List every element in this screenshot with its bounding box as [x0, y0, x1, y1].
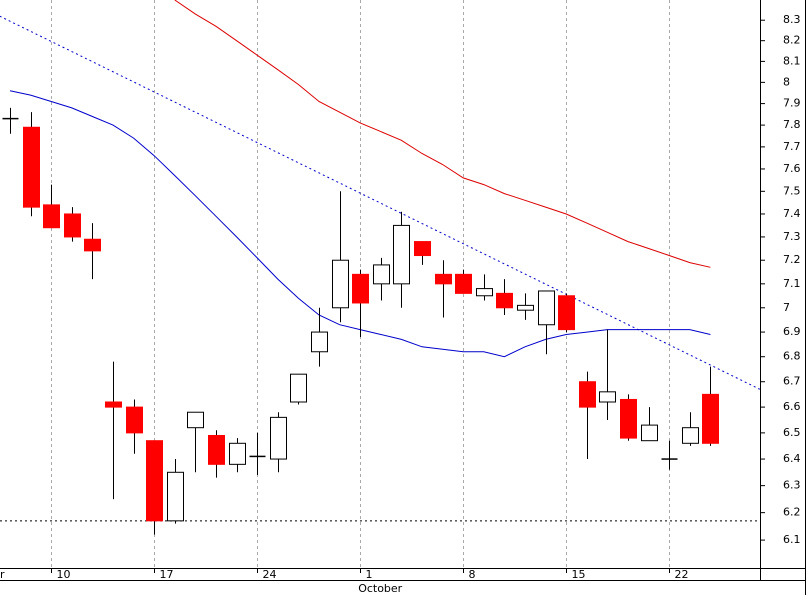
candle-body	[702, 393, 719, 444]
x-tick-label: 15	[572, 568, 586, 581]
moving-average	[174, 0, 711, 268]
candle-body	[43, 204, 60, 229]
candle-body	[64, 213, 81, 238]
candle-body	[208, 434, 225, 465]
candle-body	[496, 292, 513, 309]
candle-body	[270, 416, 287, 460]
y-tick-label: 7.7	[783, 140, 801, 153]
y-tick-label: 7.8	[783, 118, 801, 131]
candle-body	[311, 331, 328, 353]
candle-body	[476, 288, 493, 297]
y-tick-label: 7.3	[783, 230, 801, 243]
candle-body	[167, 471, 184, 522]
candle-body	[126, 406, 143, 434]
y-tick-label: 7	[783, 301, 790, 314]
y-tick-label: 8.1	[783, 54, 801, 67]
y-tick-label: 6.7	[783, 375, 801, 388]
candle-body	[682, 427, 699, 444]
candle-body	[538, 290, 555, 326]
y-tick-label: 7.2	[783, 253, 801, 266]
y-tick-label: 6.5	[783, 426, 801, 439]
y-tick-label: 6.2	[783, 506, 801, 519]
candle-body	[290, 373, 307, 403]
x-tick-label: 24	[263, 568, 277, 581]
candle-body	[332, 259, 349, 309]
candle-body	[414, 241, 431, 257]
candle-body	[435, 273, 452, 285]
month-label: October	[358, 582, 402, 595]
candle-body	[23, 126, 40, 208]
y-tick-label: 6.4	[783, 452, 801, 465]
candle-body	[599, 391, 616, 403]
y-tick-label: 6.6	[783, 400, 801, 413]
trendline	[0, 15, 761, 390]
x-tick-label: 17	[160, 568, 174, 581]
candle-body	[579, 381, 596, 408]
y-tick-label: 6.3	[783, 479, 801, 492]
y-tick-label: 6.8	[783, 350, 801, 363]
y-tick-label: 7.9	[783, 97, 801, 110]
candle-body	[146, 440, 163, 522]
candle-body	[517, 304, 534, 311]
y-tick-label: 8.3	[783, 13, 801, 26]
y-tick-label: 7.6	[783, 162, 801, 175]
candle-body	[455, 273, 472, 294]
x-tick-label: 22	[675, 568, 689, 581]
candle-body	[373, 264, 390, 285]
candle-body	[105, 401, 122, 408]
candle-body	[620, 398, 637, 439]
x-tick-label: 10	[57, 568, 71, 581]
candle-body	[641, 424, 658, 442]
candle-body	[187, 411, 204, 429]
y-tick-label: 7.5	[783, 184, 801, 197]
candle-body	[84, 238, 101, 252]
y-tick-label: 7.1	[783, 277, 801, 290]
candle-body	[393, 224, 410, 285]
y-tick-label: 6.9	[783, 325, 801, 338]
y-tick-label: 8.2	[783, 34, 801, 47]
y-tick-label: 8	[783, 75, 790, 88]
x-tick-label: 1	[366, 568, 373, 581]
candle-body	[229, 442, 246, 465]
candle-body	[558, 295, 575, 331]
candle-body	[352, 273, 369, 304]
edge-label: r	[0, 568, 5, 581]
y-tick-label: 7.4	[783, 207, 801, 220]
x-tick-label: 8	[469, 568, 476, 581]
y-tick-label: 6.1	[783, 533, 801, 546]
